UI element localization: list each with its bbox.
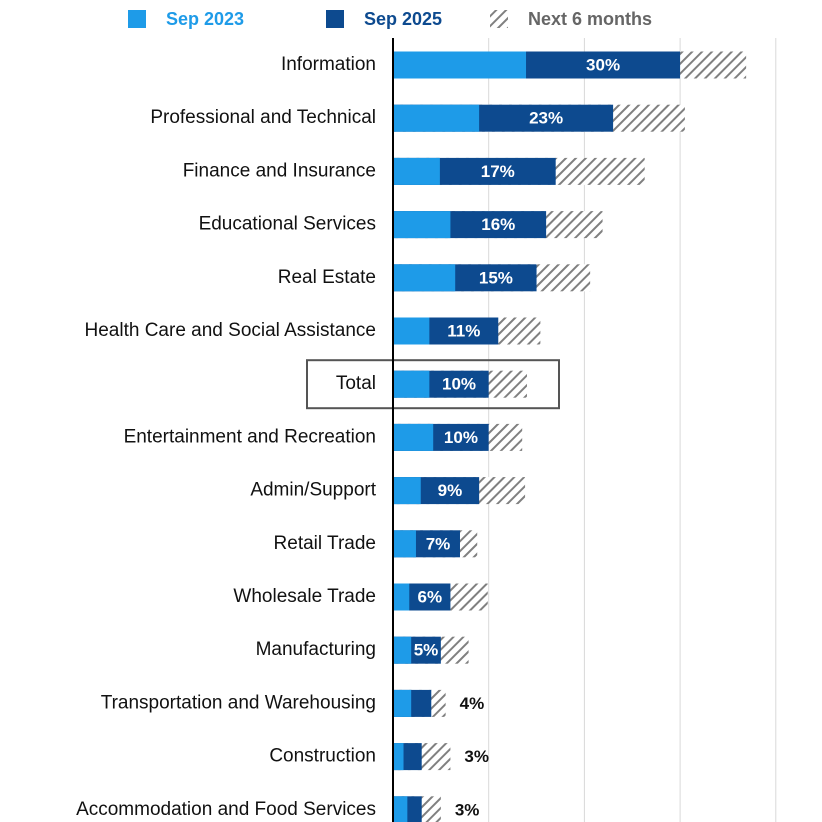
category-label: Educational Services xyxy=(199,214,376,235)
legend-swatch xyxy=(128,10,146,28)
data-label: 16% xyxy=(481,215,515,234)
data-label: 5% xyxy=(414,641,439,660)
data-label: 11% xyxy=(447,321,480,340)
data-label: 30% xyxy=(586,55,620,74)
bar xyxy=(393,370,430,398)
bar xyxy=(393,636,412,664)
category-label: Construction xyxy=(269,746,376,767)
data-label: 10% xyxy=(444,428,478,447)
category-label: Real Estate xyxy=(278,267,376,288)
bar xyxy=(393,796,408,822)
data-label: 3% xyxy=(464,747,489,766)
legend-label: Sep 2025 xyxy=(364,9,442,29)
data-label: 10% xyxy=(442,375,476,394)
category-label: Retail Trade xyxy=(274,533,376,554)
bar xyxy=(393,689,412,717)
data-label: 15% xyxy=(479,268,513,287)
bar xyxy=(393,51,527,79)
bar xyxy=(393,477,421,505)
category-label: Wholesale Trade xyxy=(233,586,376,607)
data-label: 3% xyxy=(455,800,480,819)
highlight-box xyxy=(306,359,560,410)
category-label: Accommodation and Food Services xyxy=(76,799,376,820)
bar xyxy=(393,583,410,611)
legend-swatch xyxy=(490,10,508,28)
bar xyxy=(393,743,404,771)
category-label: Information xyxy=(281,54,376,75)
category-label: Professional and Technical xyxy=(150,107,376,128)
bar xyxy=(393,211,451,239)
legend-swatch xyxy=(326,10,344,28)
bar xyxy=(393,530,416,558)
category-label: Entertainment and Recreation xyxy=(124,426,376,447)
data-label: 7% xyxy=(426,534,451,553)
bar xyxy=(393,157,440,185)
category-label: Manufacturing xyxy=(256,639,376,660)
data-label: 23% xyxy=(529,109,563,128)
bar xyxy=(393,423,434,451)
data-label: 9% xyxy=(438,481,463,500)
bar xyxy=(393,264,456,292)
category-label: Health Care and Social Assistance xyxy=(85,320,377,341)
bar xyxy=(393,104,480,132)
data-label: 6% xyxy=(418,587,443,606)
category-label: Total xyxy=(336,373,376,394)
data-label: 17% xyxy=(481,162,515,181)
category-label: Transportation and Warehousing xyxy=(101,692,376,713)
legend-label: Next 6 months xyxy=(528,9,652,29)
data-label: 4% xyxy=(460,694,485,713)
bar xyxy=(393,317,430,345)
legend-label: Sep 2023 xyxy=(166,9,244,29)
category-label: Admin/Support xyxy=(250,480,376,501)
category-label: Finance and Insurance xyxy=(183,160,376,181)
